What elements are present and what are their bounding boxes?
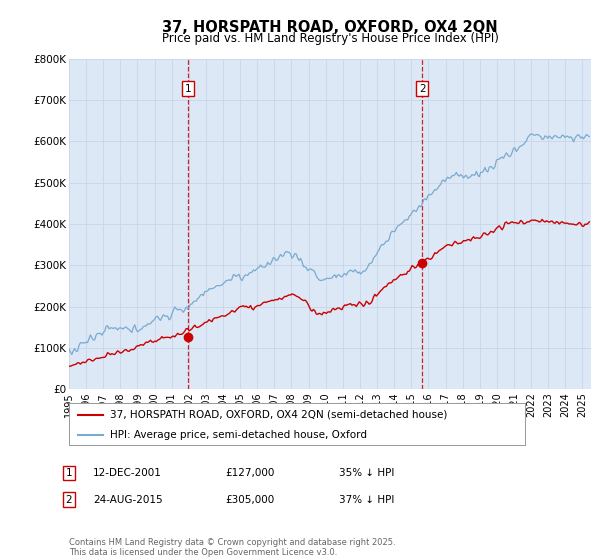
Text: 35% ↓ HPI: 35% ↓ HPI xyxy=(339,468,394,478)
Text: 37% ↓ HPI: 37% ↓ HPI xyxy=(339,494,394,505)
Text: 1: 1 xyxy=(185,83,191,94)
Text: 1: 1 xyxy=(65,468,73,478)
Text: Contains HM Land Registry data © Crown copyright and database right 2025.
This d: Contains HM Land Registry data © Crown c… xyxy=(69,538,395,557)
Text: £127,000: £127,000 xyxy=(225,468,274,478)
Text: HPI: Average price, semi-detached house, Oxford: HPI: Average price, semi-detached house,… xyxy=(110,430,367,440)
Text: 2: 2 xyxy=(419,83,425,94)
Text: £305,000: £305,000 xyxy=(225,494,274,505)
Text: 37, HORSPATH ROAD, OXFORD, OX4 2QN: 37, HORSPATH ROAD, OXFORD, OX4 2QN xyxy=(162,20,498,35)
Text: Price paid vs. HM Land Registry's House Price Index (HPI): Price paid vs. HM Land Registry's House … xyxy=(161,32,499,45)
Text: 37, HORSPATH ROAD, OXFORD, OX4 2QN (semi-detached house): 37, HORSPATH ROAD, OXFORD, OX4 2QN (semi… xyxy=(110,409,448,419)
Text: 12-DEC-2001: 12-DEC-2001 xyxy=(93,468,162,478)
Text: 2: 2 xyxy=(65,494,73,505)
Text: 24-AUG-2015: 24-AUG-2015 xyxy=(93,494,163,505)
